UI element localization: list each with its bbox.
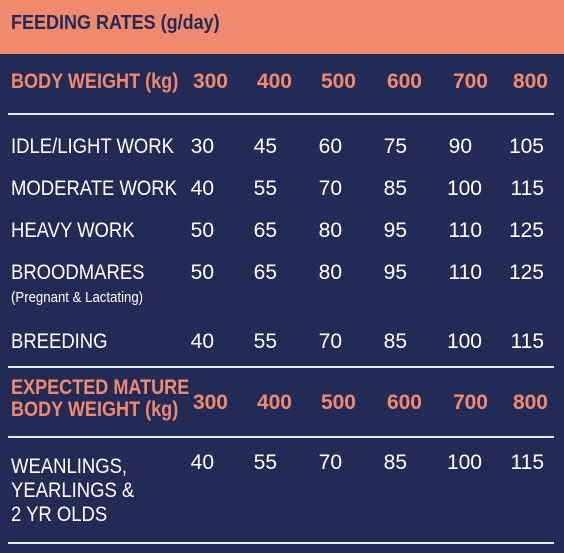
row-label: MODERATE WORK (11, 177, 177, 200)
cell-value: 85 (383, 177, 407, 200)
cell-value: 50 (190, 261, 214, 284)
cell-value: 95 (383, 219, 407, 242)
header-value-500: 500 (320, 70, 356, 93)
cell-value: 110 (448, 261, 482, 284)
header-label-line1: EXPECTED MATURE (11, 376, 190, 399)
header-value-300: 300 (192, 391, 228, 414)
header-value-800: 800 (512, 70, 548, 93)
cell-value: 80 (318, 219, 342, 242)
cell-value: 65 (253, 219, 277, 242)
cell-value: 55 (253, 330, 277, 353)
header-label: BODY WEIGHT (kg) (11, 70, 179, 93)
cell-value: 30 (190, 135, 214, 158)
header-value-600: 600 (386, 70, 422, 93)
cell-value: 40 (190, 451, 214, 474)
cell-value: 115 (510, 451, 544, 474)
header-value-600: 600 (386, 391, 422, 414)
table-title: FEEDING RATES (g/day) (11, 12, 220, 34)
cell-value: 110 (448, 219, 482, 242)
divider-rule (8, 366, 554, 368)
cell-value: 70 (318, 330, 342, 353)
cell-value: 115 (510, 330, 544, 353)
cell-value: 125 (508, 219, 544, 242)
cell-value: 105 (508, 135, 544, 158)
cell-value: 55 (253, 177, 277, 200)
header-label-line2: BODY WEIGHT (kg) (11, 398, 179, 421)
header-value-500: 500 (320, 391, 356, 414)
cell-value: 125 (508, 261, 544, 284)
header-value-800: 800 (512, 391, 548, 414)
row-label-line3: 2 YR OLDS (11, 503, 108, 526)
cell-value: 40 (190, 177, 214, 200)
row-label: BROODMARES (11, 261, 145, 284)
cell-value: 85 (383, 451, 407, 474)
cell-value: 100 (446, 330, 482, 353)
cell-value: 60 (318, 135, 342, 158)
divider-rule (8, 542, 554, 544)
header-value-700: 700 (452, 70, 488, 93)
cell-value: 50 (190, 219, 214, 242)
row-sublabel: (Pregnant & Lactating) (11, 289, 144, 306)
cell-value: 70 (318, 177, 342, 200)
divider-rule (8, 113, 554, 115)
row-label: HEAVY WORK (11, 219, 135, 242)
cell-value: 55 (253, 451, 277, 474)
cell-value: 70 (318, 451, 342, 474)
header-value-400: 400 (256, 70, 292, 93)
cell-value: 90 (448, 135, 472, 158)
cell-value: 95 (383, 261, 407, 284)
cell-value: 100 (446, 451, 482, 474)
cell-value: 45 (253, 135, 277, 158)
title-bar: FEEDING RATES (g/day) (0, 0, 564, 54)
row-label-line2: YEARLINGS & (11, 479, 135, 502)
row-label: IDLE/LIGHT WORK (11, 135, 174, 158)
row-label: BREEDING (11, 330, 108, 353)
cell-value: 85 (383, 330, 407, 353)
header-value-300: 300 (192, 70, 228, 93)
cell-value: 65 (253, 261, 277, 284)
header-value-700: 700 (452, 391, 488, 414)
cell-value: 100 (446, 177, 482, 200)
header-value-400: 400 (256, 391, 292, 414)
row-label-line1: WEANLINGS, (11, 455, 128, 478)
cell-value: 115 (510, 177, 544, 200)
cell-value: 40 (190, 330, 214, 353)
cell-value: 80 (318, 261, 342, 284)
cell-value: 75 (383, 135, 407, 158)
divider-rule (8, 436, 554, 438)
